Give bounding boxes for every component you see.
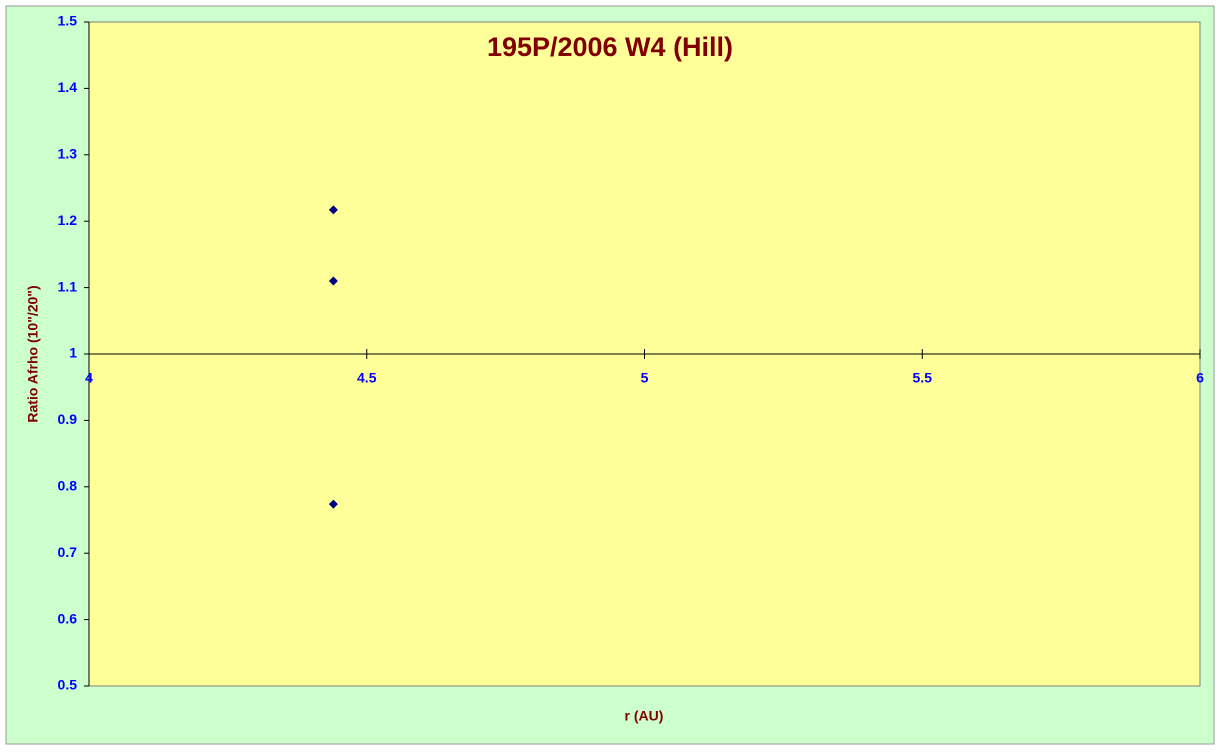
x-tick-label: 5 — [641, 370, 649, 386]
y-tick-label: 1.2 — [58, 212, 78, 228]
x-tick-label: 5.5 — [913, 370, 933, 386]
y-tick-label: 0.7 — [58, 544, 78, 560]
y-tick-label: 0.9 — [58, 411, 78, 427]
y-tick-label: 0.5 — [58, 677, 78, 693]
y-axis-label: Ratio Afrho (10"/20") — [25, 285, 41, 422]
y-tick-label: 1 — [69, 345, 77, 361]
x-tick-label: 4 — [85, 370, 93, 386]
chart-title: 195P/2006 W4 (Hill) — [487, 32, 733, 62]
y-tick-label: 1.5 — [58, 13, 78, 29]
x-axis-label: r (AU) — [625, 708, 664, 724]
y-tick-label: 1.3 — [58, 146, 78, 162]
data-point — [328, 205, 338, 215]
y-tick-label: 1.1 — [58, 278, 78, 294]
y-tick-label: 0.8 — [58, 478, 78, 494]
x-tick-label: 6 — [1196, 370, 1204, 386]
data-point — [328, 499, 338, 509]
y-tick-label: 0.6 — [58, 610, 78, 626]
y-tick-label: 1.4 — [58, 79, 78, 95]
x-tick-label: 4.5 — [357, 370, 377, 386]
data-point — [328, 276, 338, 286]
